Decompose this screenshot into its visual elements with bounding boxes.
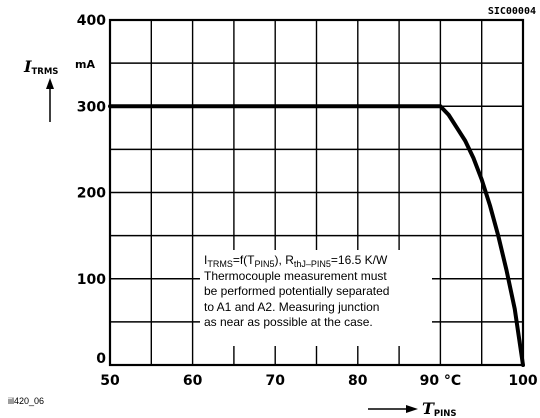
svg-text:ITRMS: ITRMS bbox=[23, 57, 58, 77]
x-tick-label: 100 bbox=[508, 373, 537, 389]
y-tick-label: 300 bbox=[77, 99, 106, 115]
x-tick-labels: 50 60 70 80 90 °C 100 bbox=[100, 373, 538, 389]
x-axis-arrowhead bbox=[406, 405, 418, 413]
x-axis-subscript: PINS bbox=[434, 409, 457, 418]
x-tick-label: 60 bbox=[183, 373, 203, 389]
series-layer bbox=[108, 104, 525, 367]
series-line-1 bbox=[108, 104, 525, 367]
code-label: SIC00004 bbox=[488, 6, 536, 17]
grid-lines bbox=[110, 20, 523, 365]
x-tick-label: 80 bbox=[348, 373, 368, 389]
plot-border bbox=[108, 18, 525, 367]
x-axis-symbol: T bbox=[422, 399, 435, 418]
y-tick-label: 0 bbox=[96, 351, 106, 367]
figure-id: iil420_06 bbox=[8, 396, 44, 406]
annotation-formula: ITRMS=f(TPIN5), RthJ–PIN5=16.5 K/W bbox=[204, 253, 388, 269]
annotation-line-4: as near as possible at the case. bbox=[204, 315, 373, 329]
annotation-line-3: to A1 and A2. Measuring junction bbox=[204, 299, 380, 314]
annotation-line-2: be performed potentially separated bbox=[204, 284, 390, 298]
plot-frame bbox=[108, 18, 525, 367]
y-axis-arrowhead bbox=[46, 78, 54, 89]
y-tick-label: 400 bbox=[77, 13, 106, 29]
y-tick-label: 200 bbox=[77, 186, 106, 202]
y-axis-subscript: TRMS bbox=[31, 67, 58, 77]
annotation-line-1: Thermocouple measurement must bbox=[204, 268, 387, 283]
x-tick-label: 70 bbox=[265, 373, 285, 389]
x-axis-label: TPINS bbox=[368, 399, 457, 418]
y-axis-label: ITRMS mA bbox=[23, 57, 95, 122]
x-tick-label: 90 °C bbox=[420, 373, 462, 389]
svg-text:TPINS: TPINS bbox=[422, 399, 457, 418]
chart-annotation: ITRMS=f(TPIN5), RthJ–PIN5=16.5 K/W Therm… bbox=[200, 250, 432, 346]
y-axis-symbol: I bbox=[23, 57, 32, 76]
y-tick-labels: 0 100 200 300 400 bbox=[77, 13, 106, 367]
x-tick-label: 50 bbox=[100, 373, 120, 389]
y-axis-unit: mA bbox=[75, 58, 95, 71]
y-tick-label: 100 bbox=[77, 272, 106, 288]
